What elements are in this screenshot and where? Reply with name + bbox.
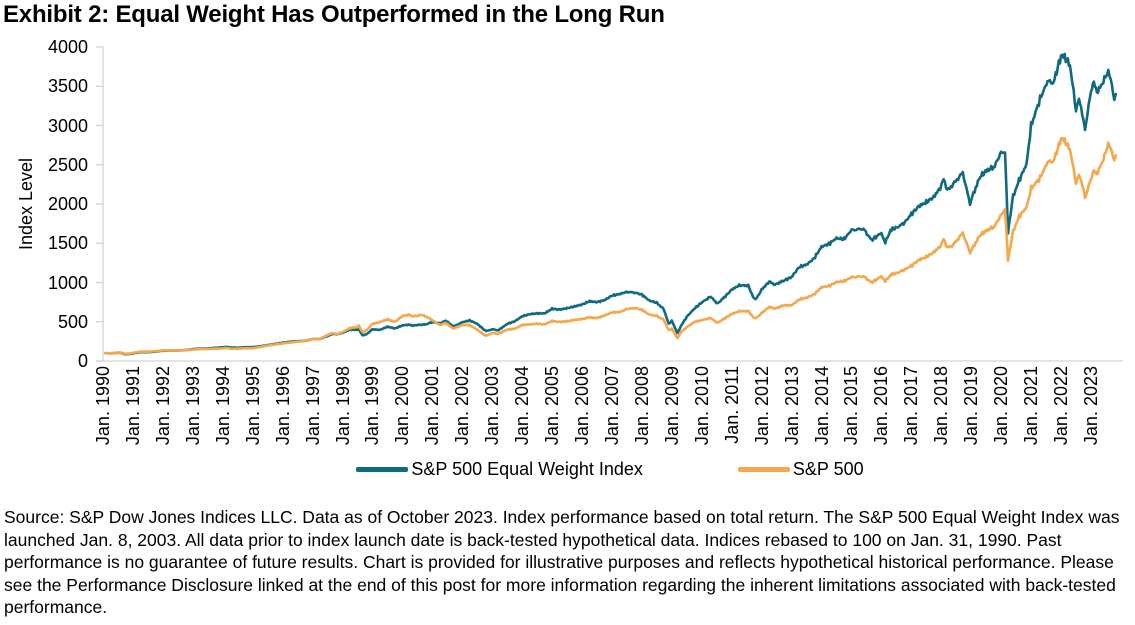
series-line-sp500 <box>104 136 1118 356</box>
x-tick-label: Jan. 2004 <box>512 366 533 446</box>
x-tick-label: Jan. 2015 <box>841 366 862 446</box>
x-tick-label: Jan. 2017 <box>901 366 922 446</box>
x-tick-label: Jan. 2006 <box>572 366 592 446</box>
x-tick-label: Jan. 2019 <box>961 366 982 446</box>
chart-title: Exhibit 2: Equal Weight Has Outperformed… <box>3 1 665 28</box>
y-tick-label: 0 <box>77 351 88 371</box>
x-tick-label: Jan. 2013 <box>781 366 802 446</box>
x-tick-label: Jan. 2007 <box>601 366 622 446</box>
legend: S&P 500 Equal Weight Index S&P 500 <box>103 459 1117 480</box>
x-tick-label: Jan. 2005 <box>542 366 563 446</box>
y-tick-label: 1000 <box>47 272 88 293</box>
x-tick-label: Jan. 2023 <box>1080 366 1101 446</box>
legend-label-sp500: S&P 500 <box>792 459 864 479</box>
x-tick-label: Jan. 1991 <box>122 366 143 446</box>
x-tick-label: Jan. 1997 <box>302 366 323 446</box>
series-line-equal-weight <box>104 52 1118 356</box>
y-tick-label: 3500 <box>47 76 88 97</box>
x-tick-label: Jan. 2018 <box>931 366 952 446</box>
x-tick-label: Jan. 1993 <box>182 366 203 446</box>
x-tick-label: Jan. 2008 <box>631 366 652 446</box>
legend-item-equal-weight: S&P 500 Equal Weight Index <box>356 459 643 480</box>
y-tick-label: 2000 <box>47 194 88 214</box>
y-tick-label: 500 <box>57 311 88 332</box>
x-tick-label: Jan. 2012 <box>751 366 772 446</box>
y-tick-label: 4000 <box>47 37 88 57</box>
x-tick-label: Jan. 1995 <box>242 366 263 446</box>
plot-canvas <box>96 46 1123 362</box>
x-tick-label: Jan. 2016 <box>871 366 892 446</box>
x-tick-label: Jan. 2011 <box>721 366 742 444</box>
x-tick-label: Jan. 1998 <box>332 366 353 446</box>
legend-item-sp500: S&P 500 <box>737 459 864 480</box>
x-tick-label: Jan. 1994 <box>212 366 233 446</box>
equal-weight-line-swatch <box>356 467 409 472</box>
y-tick-label: 3000 <box>47 115 88 136</box>
legend-label-equal-weight: S&P 500 Equal Weight Index <box>411 459 643 479</box>
y-tick-label: 1500 <box>47 233 88 254</box>
x-tick-label: Jan. 2010 <box>691 366 712 446</box>
y-tick-label: 2500 <box>47 154 88 175</box>
x-tick-label: Jan. 2000 <box>392 366 413 446</box>
x-tick-label: Jan. 2021 <box>1021 366 1042 446</box>
sp500-line-swatch <box>737 467 790 472</box>
x-tick-label: Jan. 2003 <box>482 366 503 446</box>
x-tick-label: Jan. 2014 <box>811 366 832 446</box>
x-tick-label: Jan. 2020 <box>991 366 1012 446</box>
x-tick-label: Jan. 1990 <box>93 366 113 446</box>
x-tick-label: Jan. 2022 <box>1051 366 1072 446</box>
x-tick-label: Jan. 2001 <box>422 366 443 446</box>
x-tick-label: Jan. 2009 <box>661 366 682 446</box>
source-disclosure-text: Source: S&P Dow Jones Indices LLC. Data … <box>4 507 1120 617</box>
x-tick-label: Jan. 2002 <box>452 366 473 446</box>
x-tick-label: Jan. 1996 <box>272 366 293 446</box>
x-tick-label: Jan. 1999 <box>362 366 383 446</box>
x-tick-label: Jan. 1992 <box>152 366 173 446</box>
